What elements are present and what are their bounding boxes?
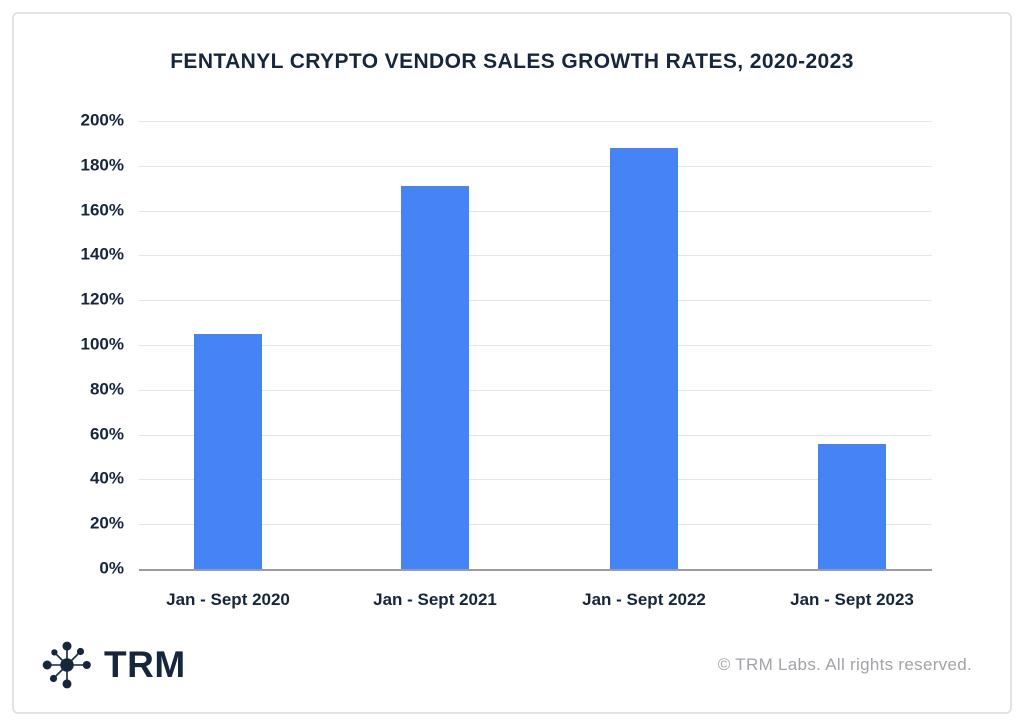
y-axis-tick-label: 180% [80, 155, 124, 175]
gridline [139, 210, 932, 212]
x-axis-category-label: Jan - Sept 2021 [373, 590, 497, 609]
footer: TRM © TRM Labs. All rights reserved. [40, 636, 972, 694]
x-axis-category-label: Jan - Sept 2022 [582, 590, 706, 609]
y-axis-tick-label: 100% [80, 334, 124, 354]
gridline [139, 524, 932, 526]
y-axis-tick-label: 200% [80, 110, 124, 130]
bar-2020 [194, 333, 262, 569]
y-axis-tick-label: 0% [99, 558, 124, 578]
x-axis-line [139, 569, 932, 571]
gridline [139, 345, 932, 346]
bar-2023 [818, 443, 886, 569]
x-axis-category-label: Jan - Sept 2020 [166, 590, 290, 609]
trm-wordmark: TRM [104, 644, 186, 685]
x-axis-category-label: Jan - Sept 2023 [790, 590, 914, 609]
trm-network-icon [40, 638, 94, 692]
trm-logo: TRM [40, 638, 186, 692]
bar-chart-plot-area: 0% 20% 40% 60% 80% 100% 120% 140% 160% 180% 200% Ja… [81, 111, 932, 609]
gridline [139, 479, 932, 481]
y-axis-tick-label: 20% [89, 513, 124, 533]
copyright-text: © TRM Labs. All rights reserved. [717, 655, 972, 674]
gridline [139, 300, 932, 302]
y-axis-tick-label: 140% [80, 244, 124, 264]
chart-card-frame: FENTANYL CRYPTO VENDOR SALES GROWTH RATE… [12, 12, 1012, 714]
y-axis-tick-label: 60% [89, 424, 124, 444]
gridline [139, 434, 932, 436]
y-axis-tick-label: 40% [89, 468, 124, 488]
gridline [139, 121, 932, 122]
gridline [139, 255, 932, 257]
bar-2022 [610, 147, 678, 569]
y-axis-tick-label: 80% [89, 379, 124, 399]
bar-2021 [401, 185, 469, 569]
gridline [139, 165, 932, 167]
y-axis-tick-label: 160% [80, 200, 124, 220]
chart-title: FENTANYL CRYPTO VENDOR SALES GROWTH RATE… [170, 50, 854, 73]
y-axis-tick-label: 120% [80, 289, 124, 309]
gridline [139, 389, 932, 391]
